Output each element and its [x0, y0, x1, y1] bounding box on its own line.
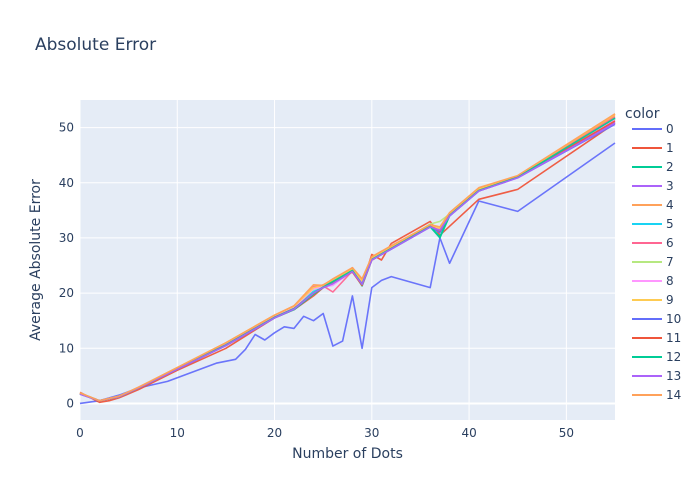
legend-label-1: 1 [666, 141, 674, 155]
plot-area [80, 100, 615, 420]
legend-label-12: 12 [666, 350, 681, 364]
legend-label-4: 4 [666, 198, 674, 212]
series-line-13[interactable] [79, 122, 616, 402]
legend-label-11: 11 [666, 331, 681, 345]
y-tick-label: 40 [59, 176, 74, 190]
x-tick-label: 0 [76, 426, 84, 440]
legend-label-10: 10 [666, 312, 681, 326]
x-tick-label: 20 [267, 426, 282, 440]
x-tick-label: 50 [559, 426, 574, 440]
series-lines[interactable] [79, 113, 616, 405]
legend-label-6: 6 [666, 236, 674, 250]
x-tick-label: 40 [461, 426, 476, 440]
legend-label-9: 9 [666, 293, 674, 307]
series-line-0[interactable] [79, 142, 616, 405]
legend-label-14: 14 [666, 388, 681, 402]
y-tick-label: 20 [59, 286, 74, 300]
y-tick-label: 0 [66, 396, 74, 410]
y-tick-label: 50 [59, 121, 74, 135]
legend-label-5: 5 [666, 217, 674, 231]
legend-label-0: 0 [666, 122, 674, 136]
chart-title: Absolute Error [35, 35, 156, 55]
y-tick-label: 30 [59, 231, 74, 245]
legend-label-2: 2 [666, 160, 674, 174]
y-axis-title: Average Absolute Error [28, 179, 44, 341]
legend-label-7: 7 [666, 255, 674, 269]
legend-label-3: 3 [666, 179, 674, 193]
legend-label-13: 13 [666, 369, 681, 383]
x-tick-label: 30 [364, 426, 379, 440]
series-line-14[interactable] [79, 113, 616, 402]
x-axis-title: Number of Dots [292, 446, 403, 462]
y-tick-label: 10 [59, 341, 74, 355]
grid-lines [79, 100, 615, 420]
legend-label-8: 8 [666, 274, 674, 288]
x-tick-label: 10 [170, 426, 185, 440]
tick-labels: 0 10 20 30 40 50 0 10 20 30 40 50 [59, 121, 574, 440]
legend-title: color [625, 106, 660, 122]
